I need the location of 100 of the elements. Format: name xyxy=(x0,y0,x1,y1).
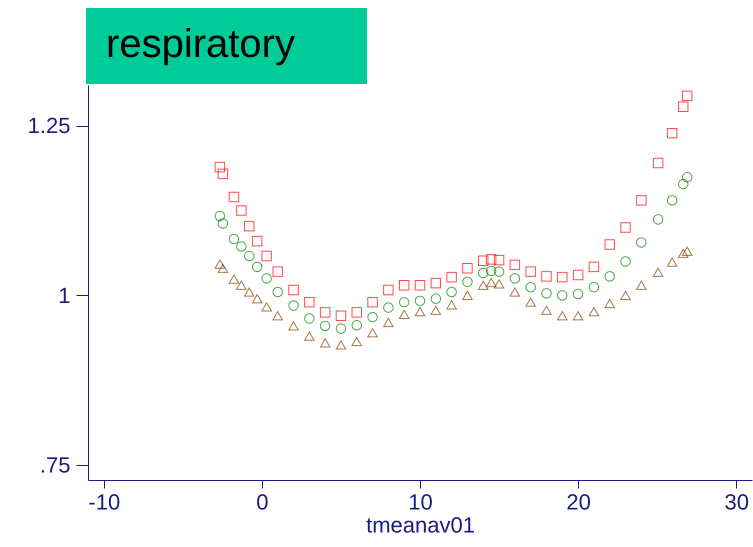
point xyxy=(682,246,692,256)
point xyxy=(383,318,394,328)
x-tick-label: 20 xyxy=(566,490,591,514)
point xyxy=(352,336,362,346)
point xyxy=(261,302,272,312)
point xyxy=(446,286,457,298)
point xyxy=(678,178,688,190)
point xyxy=(494,266,504,277)
point xyxy=(261,273,272,284)
point xyxy=(320,320,330,332)
point xyxy=(288,284,299,296)
chart-title: respiratory xyxy=(86,8,367,84)
point xyxy=(525,282,536,292)
point xyxy=(414,280,426,290)
point xyxy=(462,276,473,288)
point xyxy=(430,278,442,288)
point xyxy=(304,332,315,341)
point xyxy=(214,260,226,269)
point xyxy=(636,237,647,248)
point xyxy=(652,158,664,168)
point xyxy=(572,270,584,280)
y-tick-label: 1.25 xyxy=(28,113,70,138)
point xyxy=(666,195,678,206)
point xyxy=(652,214,664,225)
point xyxy=(462,263,473,274)
point xyxy=(320,338,330,348)
point xyxy=(510,273,520,284)
point xyxy=(414,307,426,316)
point xyxy=(682,172,692,183)
point xyxy=(218,264,228,273)
point xyxy=(398,296,410,308)
point xyxy=(236,205,247,216)
point xyxy=(272,286,283,298)
point xyxy=(525,298,536,307)
point xyxy=(252,236,262,246)
point xyxy=(304,313,315,324)
point xyxy=(218,218,228,229)
point xyxy=(218,168,228,180)
point xyxy=(604,239,615,250)
point xyxy=(510,260,520,270)
x-axis-title: tmeanav01 xyxy=(366,512,475,538)
point xyxy=(336,323,346,334)
point xyxy=(320,307,330,318)
point xyxy=(228,192,240,202)
point xyxy=(288,321,299,331)
point xyxy=(510,287,520,297)
point xyxy=(557,272,568,282)
point xyxy=(228,234,240,244)
point xyxy=(572,288,584,300)
point xyxy=(252,262,262,272)
point xyxy=(398,310,410,320)
point xyxy=(636,280,647,290)
y-tick-label: 1 xyxy=(58,282,70,308)
point xyxy=(572,311,584,320)
point xyxy=(446,300,457,310)
point xyxy=(244,220,254,232)
point xyxy=(620,290,631,300)
point xyxy=(272,266,283,277)
point xyxy=(678,101,688,112)
point xyxy=(604,271,615,282)
point xyxy=(244,250,254,262)
point xyxy=(352,320,362,330)
point xyxy=(252,294,262,304)
point xyxy=(367,296,378,308)
point xyxy=(652,268,664,277)
x-tick-label: -10 xyxy=(88,490,120,514)
point xyxy=(336,310,346,321)
point xyxy=(541,288,552,299)
point xyxy=(236,280,247,290)
point xyxy=(682,90,692,102)
point xyxy=(228,274,240,284)
point xyxy=(557,311,568,320)
point xyxy=(541,306,552,315)
point xyxy=(478,280,488,290)
point xyxy=(557,290,568,301)
point xyxy=(478,256,488,266)
y-tick-label: .75 xyxy=(40,452,70,478)
point xyxy=(486,278,496,288)
point xyxy=(236,241,247,252)
point xyxy=(214,210,226,222)
point xyxy=(494,279,504,288)
point xyxy=(414,296,426,306)
x-tick-label: 10 xyxy=(408,490,433,514)
point xyxy=(272,311,283,320)
point xyxy=(304,296,315,308)
point xyxy=(620,222,631,233)
point xyxy=(446,272,457,282)
point xyxy=(462,290,473,300)
point xyxy=(367,328,378,338)
point xyxy=(352,307,362,318)
point xyxy=(244,287,254,297)
point xyxy=(430,306,442,315)
point xyxy=(261,250,272,262)
point xyxy=(604,298,615,308)
point xyxy=(398,280,410,290)
point xyxy=(336,340,346,350)
point xyxy=(620,256,631,267)
x-tick-label: 0 xyxy=(256,490,269,514)
point xyxy=(525,266,536,277)
point xyxy=(478,268,488,278)
